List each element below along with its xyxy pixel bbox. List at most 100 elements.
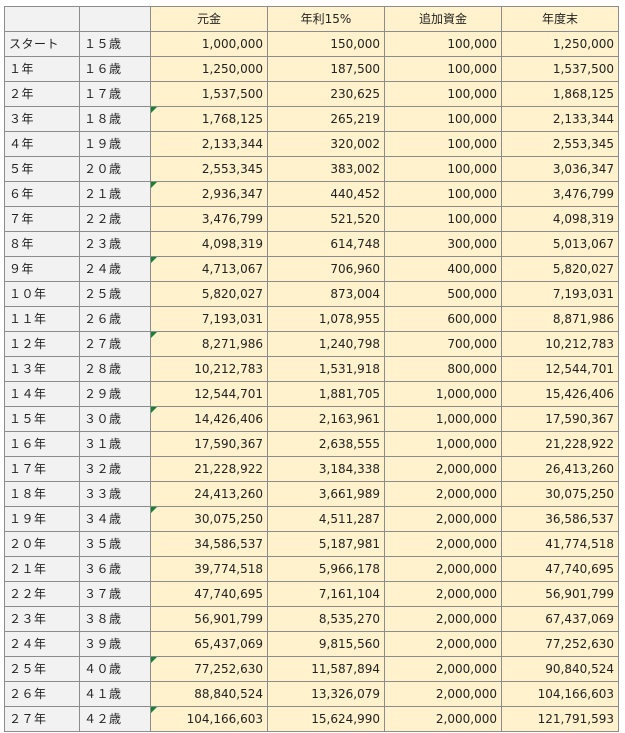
year-end-cell[interactable]: 56,901,799 bbox=[501, 581, 619, 607]
interest-cell[interactable]: 2,163,961 bbox=[267, 406, 385, 432]
age-cell[interactable]: ２７歳 bbox=[79, 331, 151, 357]
age-cell[interactable]: ３０歳 bbox=[79, 406, 151, 432]
header-principal[interactable]: 元金 bbox=[150, 6, 268, 32]
principal-cell[interactable]: 17,590,367 bbox=[150, 431, 268, 457]
year-cell[interactable]: １２年 bbox=[4, 331, 80, 357]
principal-cell[interactable]: 65,437,069 bbox=[150, 631, 268, 657]
additional-cell[interactable]: 600,000 bbox=[384, 306, 502, 332]
year-cell[interactable]: ２０年 bbox=[4, 531, 80, 557]
year-end-cell[interactable]: 17,590,367 bbox=[501, 406, 619, 432]
year-cell[interactable]: １０年 bbox=[4, 281, 80, 307]
year-end-cell[interactable]: 121,791,593 bbox=[501, 706, 619, 732]
age-cell[interactable]: １６歳 bbox=[79, 56, 151, 82]
year-cell[interactable]: ７年 bbox=[4, 206, 80, 232]
year-end-cell[interactable]: 26,413,260 bbox=[501, 456, 619, 482]
additional-cell[interactable]: 2,000,000 bbox=[384, 631, 502, 657]
year-end-cell[interactable]: 8,871,986 bbox=[501, 306, 619, 332]
principal-cell[interactable]: 1,250,000 bbox=[150, 56, 268, 82]
year-end-cell[interactable]: 1,250,000 bbox=[501, 31, 619, 57]
year-cell[interactable]: ５年 bbox=[4, 156, 80, 182]
year-cell[interactable]: １７年 bbox=[4, 456, 80, 482]
interest-cell[interactable]: 1,881,705 bbox=[267, 381, 385, 407]
interest-cell[interactable]: 1,531,918 bbox=[267, 356, 385, 382]
principal-cell[interactable]: 1,537,500 bbox=[150, 81, 268, 107]
principal-cell[interactable]: 2,553,345 bbox=[150, 156, 268, 182]
year-cell[interactable]: ２３年 bbox=[4, 606, 80, 632]
interest-cell[interactable]: 1,078,955 bbox=[267, 306, 385, 332]
age-cell[interactable]: ２４歳 bbox=[79, 256, 151, 282]
header-year-end[interactable]: 年度末 bbox=[501, 6, 619, 32]
year-end-cell[interactable]: 12,544,701 bbox=[501, 356, 619, 382]
principal-cell[interactable]: 24,413,260 bbox=[150, 481, 268, 507]
age-cell[interactable]: ３８歳 bbox=[79, 606, 151, 632]
year-cell[interactable]: １６年 bbox=[4, 431, 80, 457]
additional-cell[interactable]: 100,000 bbox=[384, 56, 502, 82]
age-cell[interactable]: ２３歳 bbox=[79, 231, 151, 257]
year-cell[interactable]: １３年 bbox=[4, 356, 80, 382]
year-end-cell[interactable]: 2,553,345 bbox=[501, 131, 619, 157]
additional-cell[interactable]: 2,000,000 bbox=[384, 606, 502, 632]
age-cell[interactable]: ３９歳 bbox=[79, 631, 151, 657]
interest-cell[interactable]: 2,638,555 bbox=[267, 431, 385, 457]
principal-cell[interactable]: 34,586,537 bbox=[150, 531, 268, 557]
age-cell[interactable]: ４０歳 bbox=[79, 656, 151, 682]
additional-cell[interactable]: 1,000,000 bbox=[384, 431, 502, 457]
principal-cell[interactable]: 4,713,067 bbox=[150, 256, 268, 282]
year-end-cell[interactable]: 47,740,695 bbox=[501, 556, 619, 582]
age-cell[interactable]: ４１歳 bbox=[79, 681, 151, 707]
year-end-cell[interactable]: 4,098,319 bbox=[501, 206, 619, 232]
additional-cell[interactable]: 1,000,000 bbox=[384, 406, 502, 432]
age-cell[interactable]: １９歳 bbox=[79, 131, 151, 157]
age-cell[interactable]: ３７歳 bbox=[79, 581, 151, 607]
additional-cell[interactable]: 100,000 bbox=[384, 181, 502, 207]
year-end-cell[interactable]: 1,868,125 bbox=[501, 81, 619, 107]
additional-cell[interactable]: 100,000 bbox=[384, 31, 502, 57]
age-cell[interactable]: ３３歳 bbox=[79, 481, 151, 507]
header-additional[interactable]: 追加資金 bbox=[384, 6, 502, 32]
year-end-cell[interactable]: 2,133,344 bbox=[501, 106, 619, 132]
principal-cell[interactable]: 39,774,518 bbox=[150, 556, 268, 582]
year-cell[interactable]: スタート bbox=[4, 31, 80, 57]
additional-cell[interactable]: 2,000,000 bbox=[384, 531, 502, 557]
year-end-cell[interactable]: 1,537,500 bbox=[501, 56, 619, 82]
year-end-cell[interactable]: 5,013,067 bbox=[501, 231, 619, 257]
additional-cell[interactable]: 2,000,000 bbox=[384, 506, 502, 532]
additional-cell[interactable]: 2,000,000 bbox=[384, 581, 502, 607]
age-cell[interactable]: ２２歳 bbox=[79, 206, 151, 232]
year-end-cell[interactable]: 7,193,031 bbox=[501, 281, 619, 307]
interest-cell[interactable]: 3,661,989 bbox=[267, 481, 385, 507]
year-end-cell[interactable]: 5,820,027 bbox=[501, 256, 619, 282]
additional-cell[interactable]: 100,000 bbox=[384, 106, 502, 132]
year-cell[interactable]: ９年 bbox=[4, 256, 80, 282]
age-cell[interactable]: ２５歳 bbox=[79, 281, 151, 307]
principal-cell[interactable]: 56,901,799 bbox=[150, 606, 268, 632]
age-cell[interactable]: １８歳 bbox=[79, 106, 151, 132]
year-end-cell[interactable]: 3,476,799 bbox=[501, 181, 619, 207]
age-cell[interactable]: ２１歳 bbox=[79, 181, 151, 207]
year-cell[interactable]: １４年 bbox=[4, 381, 80, 407]
year-cell[interactable]: ２４年 bbox=[4, 631, 80, 657]
year-cell[interactable]: ２５年 bbox=[4, 656, 80, 682]
interest-cell[interactable]: 187,500 bbox=[267, 56, 385, 82]
year-cell[interactable]: １年 bbox=[4, 56, 80, 82]
principal-cell[interactable]: 5,820,027 bbox=[150, 281, 268, 307]
interest-cell[interactable]: 5,187,981 bbox=[267, 531, 385, 557]
principal-cell[interactable]: 8,271,986 bbox=[150, 331, 268, 357]
year-cell[interactable]: ３年 bbox=[4, 106, 80, 132]
age-cell[interactable]: ３４歳 bbox=[79, 506, 151, 532]
principal-cell[interactable]: 14,426,406 bbox=[150, 406, 268, 432]
header-age-cell[interactable] bbox=[79, 6, 151, 32]
year-end-cell[interactable]: 30,075,250 bbox=[501, 481, 619, 507]
age-cell[interactable]: ２０歳 bbox=[79, 156, 151, 182]
header-corner-cell[interactable] bbox=[4, 6, 80, 32]
interest-cell[interactable]: 9,815,560 bbox=[267, 631, 385, 657]
additional-cell[interactable]: 1,000,000 bbox=[384, 381, 502, 407]
year-cell[interactable]: １９年 bbox=[4, 506, 80, 532]
year-cell[interactable]: １１年 bbox=[4, 306, 80, 332]
interest-cell[interactable]: 150,000 bbox=[267, 31, 385, 57]
interest-cell[interactable]: 873,004 bbox=[267, 281, 385, 307]
year-end-cell[interactable]: 15,426,406 bbox=[501, 381, 619, 407]
additional-cell[interactable]: 300,000 bbox=[384, 231, 502, 257]
additional-cell[interactable]: 400,000 bbox=[384, 256, 502, 282]
principal-cell[interactable]: 3,476,799 bbox=[150, 206, 268, 232]
